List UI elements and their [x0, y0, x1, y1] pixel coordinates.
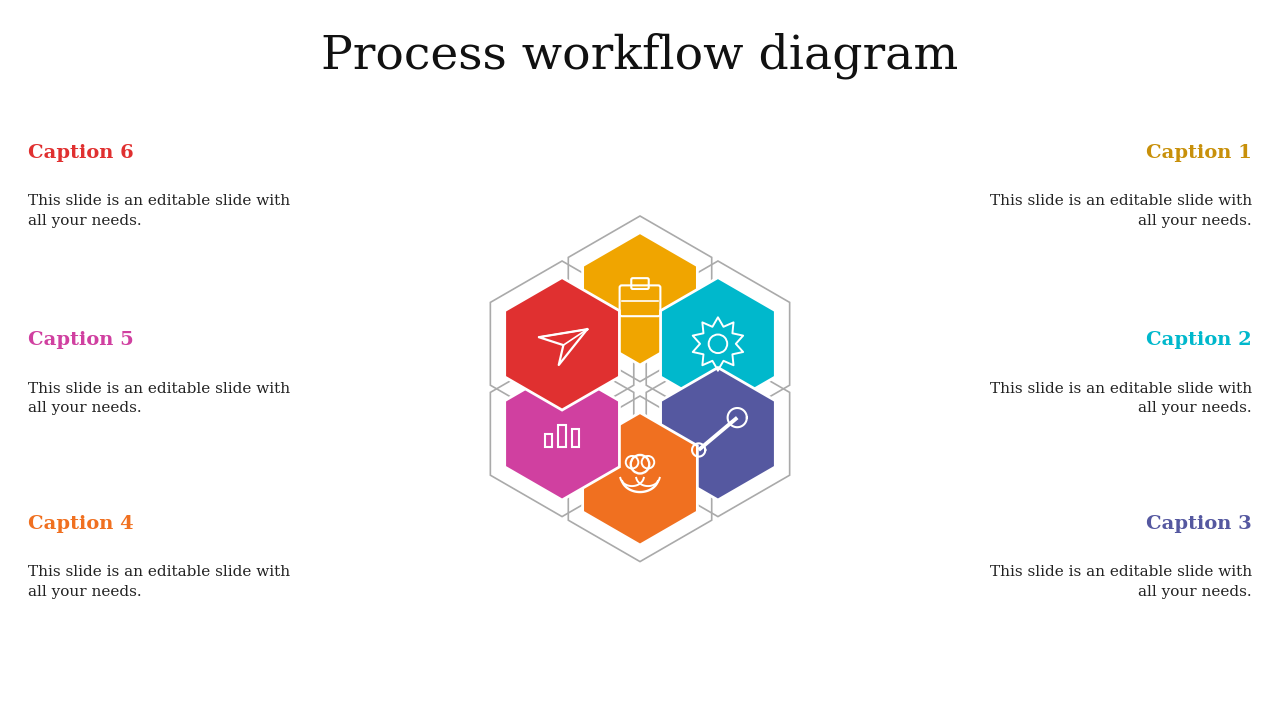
Text: This slide is an editable slide with
all your needs.: This slide is an editable slide with all… — [989, 382, 1252, 415]
Text: Caption 4: Caption 4 — [28, 515, 134, 533]
Polygon shape — [504, 367, 620, 500]
Text: Caption 1: Caption 1 — [1146, 144, 1252, 162]
Text: Caption 2: Caption 2 — [1146, 331, 1252, 349]
Polygon shape — [660, 278, 776, 410]
Bar — [545, 433, 553, 447]
Polygon shape — [504, 278, 620, 410]
Text: Process workflow diagram: Process workflow diagram — [321, 32, 959, 79]
Polygon shape — [660, 367, 776, 500]
Text: This slide is an editable slide with
all your needs.: This slide is an editable slide with all… — [28, 565, 291, 599]
Text: Caption 5: Caption 5 — [28, 331, 134, 349]
Text: This slide is an editable slide with
all your needs.: This slide is an editable slide with all… — [989, 194, 1252, 228]
Text: This slide is an editable slide with
all your needs.: This slide is an editable slide with all… — [989, 565, 1252, 599]
Polygon shape — [582, 413, 698, 545]
Polygon shape — [582, 233, 698, 365]
Text: This slide is an editable slide with
all your needs.: This slide is an editable slide with all… — [28, 194, 291, 228]
Bar — [572, 429, 579, 447]
Text: Caption 6: Caption 6 — [28, 144, 134, 162]
Text: Caption 3: Caption 3 — [1146, 515, 1252, 533]
Bar — [558, 425, 566, 447]
Text: This slide is an editable slide with
all your needs.: This slide is an editable slide with all… — [28, 382, 291, 415]
